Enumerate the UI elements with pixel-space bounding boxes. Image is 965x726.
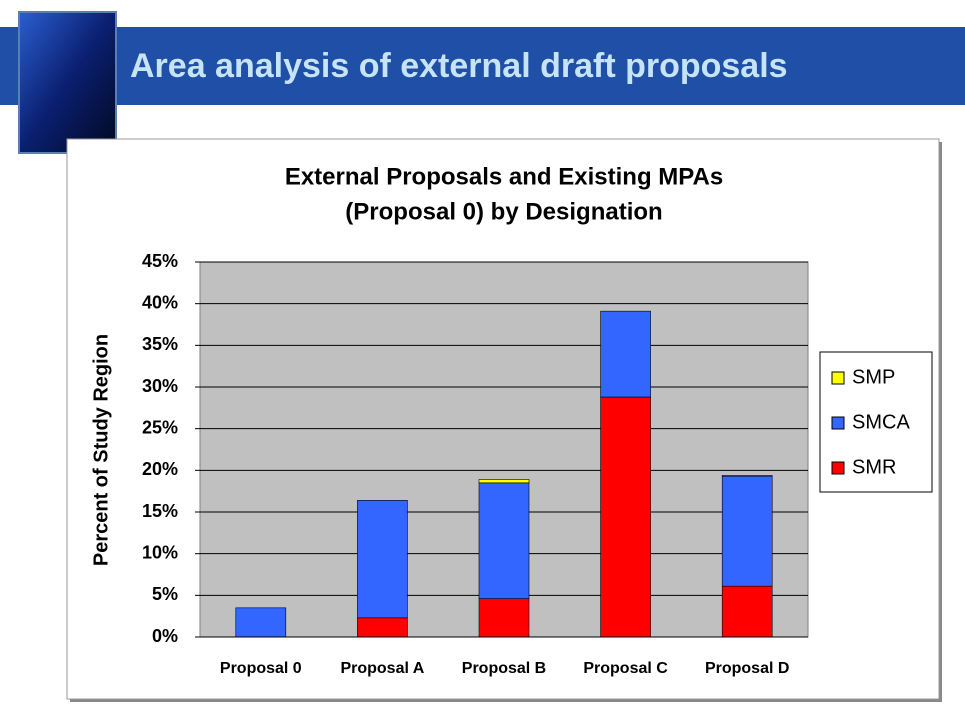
chart-title: (Proposal 0) by Designation: [345, 198, 662, 225]
y-tick-label: 35%: [142, 334, 178, 354]
chart-title: External Proposals and Existing MPAs: [285, 163, 723, 190]
y-tick-label: 15%: [142, 501, 178, 521]
y-tick-label: 20%: [142, 459, 178, 479]
legend-swatch: [832, 462, 844, 474]
bar-segment: [479, 599, 529, 637]
y-tick-label: 45%: [142, 251, 178, 271]
x-tick-label: Proposal C: [583, 660, 668, 677]
bar-segment: [479, 483, 529, 599]
y-tick-label: 5%: [152, 584, 178, 604]
bar-segment: [236, 608, 286, 637]
header-image: [19, 12, 116, 153]
x-tick-label: Proposal 0: [220, 660, 302, 677]
legend-label: SMCA: [852, 411, 910, 433]
slide-title: Area analysis of external draft proposal…: [130, 47, 788, 85]
x-tick-label: Proposal D: [705, 660, 789, 677]
bar-segment: [722, 476, 772, 586]
legend-label: SMP: [852, 366, 895, 388]
legend-swatch: [832, 417, 844, 429]
y-tick-label: 30%: [142, 376, 178, 396]
x-tick-label: Proposal B: [462, 660, 546, 677]
bar-segment: [357, 618, 407, 637]
bar-segment: [479, 480, 529, 483]
y-tick-label: 25%: [142, 417, 178, 437]
bar-segment: [722, 586, 772, 637]
legend-label: SMR: [852, 456, 896, 478]
page: {"slide_title": "Area analysis of extern…: [0, 0, 965, 721]
y-tick-label: 0%: [152, 626, 178, 646]
y-tick-label: 10%: [142, 542, 178, 562]
slide: Area analysis of external draft proposal…: [0, 0, 965, 721]
y-axis-label: Percent of Study Region: [90, 334, 112, 566]
legend-swatch: [832, 372, 844, 384]
bar-segment: [357, 500, 407, 618]
bar-segment: [722, 475, 772, 476]
bar-segment: [601, 397, 651, 637]
bar-segment: [601, 311, 651, 397]
x-tick-label: Proposal A: [340, 660, 424, 677]
y-tick-label: 40%: [142, 292, 178, 312]
